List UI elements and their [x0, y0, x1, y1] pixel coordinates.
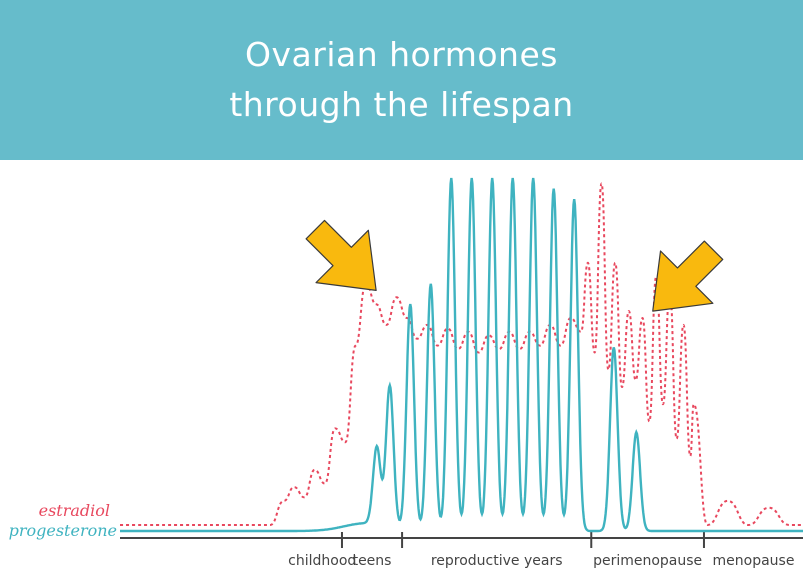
estradiol-series-line: [120, 182, 803, 527]
legend-progesterone: progesterone: [9, 521, 117, 540]
legend-estradiol: estradiol: [39, 501, 110, 520]
stage-separators: [340, 532, 705, 548]
title-banner: Ovarian hormones through the lifespan: [0, 0, 803, 160]
annotation-arrow-2: [652, 240, 724, 312]
arrows: [305, 219, 724, 312]
stage-label-teens: teens: [353, 553, 392, 569]
stage-label-childhood: childhood: [288, 553, 356, 569]
page-title-line-2: through the lifespan: [229, 85, 574, 124]
page-title-line-1: Ovarian hormones: [245, 35, 558, 74]
stage-label-menopause: menopause: [713, 553, 795, 569]
progesterone-series-line: [120, 177, 803, 533]
stage-label-perimenopause: perimenopause: [593, 553, 702, 569]
stage-label-reproductive-years: reproductive years: [431, 553, 563, 569]
annotation-arrow-1: [305, 219, 377, 291]
